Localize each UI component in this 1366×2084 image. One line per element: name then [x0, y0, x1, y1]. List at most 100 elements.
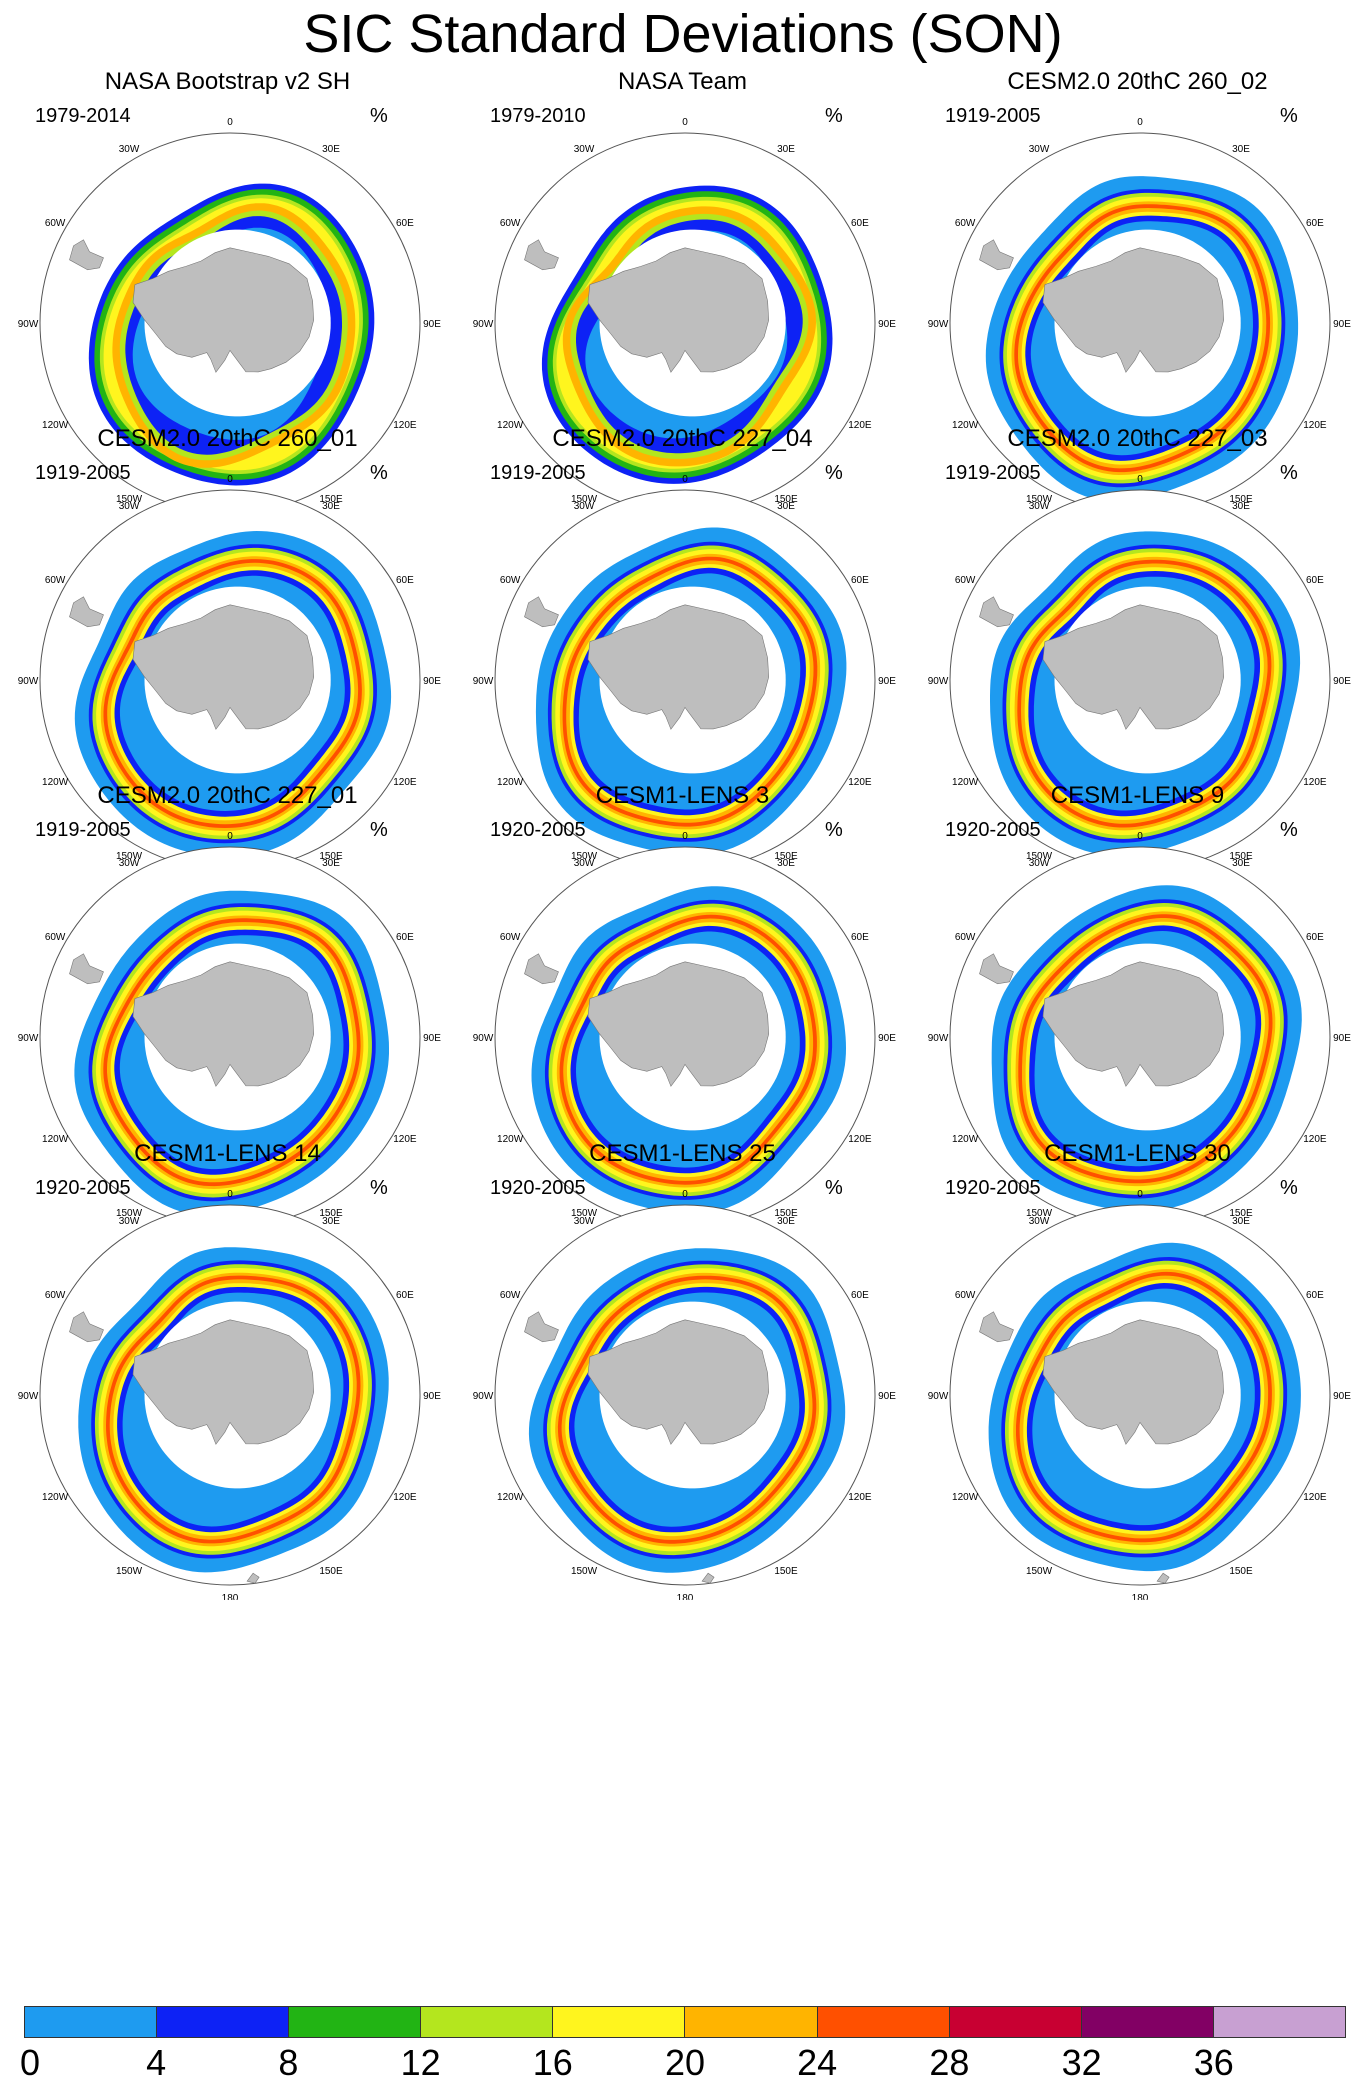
panel-units: % [370, 1177, 388, 1199]
antarctica-landmass [132, 247, 315, 373]
panel-units: % [1280, 819, 1298, 841]
longitude-label: 0 [682, 474, 688, 485]
longitude-label: 0 [682, 117, 688, 128]
panel-title: CESM1-LENS 25 [589, 1140, 776, 1167]
longitude-label: 150W [1026, 1566, 1053, 1577]
longitude-label: 30W [119, 1216, 140, 1227]
longitude-label: 60E [1306, 575, 1324, 586]
longitude-label: 120W [952, 777, 979, 788]
antarctica-landmass [1042, 1319, 1225, 1445]
longitude-label: 90E [423, 1033, 441, 1044]
map-panel: NASA Bootstrap v2 SH 1979-2014% 0 30E 60E 90E… [0, 68, 455, 544]
longitude-label: 180 [222, 1593, 239, 1600]
longitude-label: 150W [116, 1208, 143, 1219]
longitude-label: 120E [848, 420, 872, 431]
longitude-label: 120W [42, 1492, 69, 1503]
colorbar-label: 32 [1061, 2042, 1102, 2083]
colorbar-segment [684, 2007, 817, 2037]
longitude-label: 120E [848, 777, 872, 788]
longitude-label: 60W [955, 1290, 976, 1301]
map-panel: CESM1-LENS 14 1920-2005% 0 30E 60E 90E 120E 150… [0, 1140, 455, 1616]
longitude-label: 120E [393, 1134, 417, 1145]
longitude-label: 150W [571, 1208, 598, 1219]
longitude-label: 120E [1303, 1134, 1327, 1145]
panel-years: 1920-2005 [945, 819, 1041, 841]
longitude-label: 90E [423, 1391, 441, 1402]
longitude-label: 60W [45, 575, 66, 586]
longitude-label: 120W [42, 777, 69, 788]
longitude-label: 90W [18, 1033, 39, 1044]
antarctica-landmass [587, 961, 770, 1087]
panel-years: 1919-2005 [35, 819, 131, 841]
panel-units: % [825, 105, 843, 127]
colorbar-label: 4 [146, 2042, 167, 2083]
map-panel: CESM2.0 20thC 227_04 1919-2005% 0 30E 60E 90E… [455, 425, 910, 901]
longitude-label: 30E [322, 858, 340, 869]
colorbar-label: 28 [929, 2042, 970, 2083]
longitude-label: 60E [1306, 1290, 1324, 1301]
longitude-label: 60E [1306, 218, 1324, 229]
longitude-label: 30W [1029, 144, 1050, 155]
longitude-label: 120E [393, 420, 417, 431]
new-zealand-landmass [1156, 1572, 1170, 1584]
longitude-label: 90E [878, 1391, 896, 1402]
south-america-landmass [979, 1311, 1014, 1343]
colorbar-label: 0 [19, 2042, 41, 2083]
map-panel: CESM2.0 20thC 227_01 1919-2005% 0 30E 60E 90E… [0, 782, 455, 1258]
panel-years: 1920-2005 [490, 1177, 586, 1199]
longitude-label: 90E [1333, 1391, 1351, 1402]
longitude-label: 90E [878, 319, 896, 330]
longitude-label: 60W [955, 932, 976, 943]
longitude-label: 30E [1232, 501, 1250, 512]
longitude-label: 60E [396, 575, 414, 586]
longitude-label: 120E [1303, 420, 1327, 431]
antarctica-landmass [1042, 961, 1225, 1087]
longitude-label: 60W [45, 1290, 66, 1301]
longitude-label: 150E [319, 1566, 343, 1577]
colorbar-segment [420, 2007, 553, 2037]
longitude-label: 120W [952, 420, 979, 431]
longitude-label: 30W [119, 858, 140, 869]
longitude-label: 90W [18, 319, 39, 330]
longitude-label: 150E [1229, 494, 1253, 505]
longitude-label: 30E [1232, 858, 1250, 869]
antarctica-landmass [1042, 604, 1225, 730]
longitude-label: 150E [1229, 851, 1253, 862]
colorbar-segment [288, 2007, 421, 2037]
longitude-label: 120E [393, 777, 417, 788]
panel-title: CESM2.0 20thC 227_04 [552, 425, 813, 452]
longitude-label: 90W [473, 1391, 494, 1402]
longitude-label: 150W [1026, 1208, 1053, 1219]
longitude-label: 30E [1232, 144, 1250, 155]
longitude-label: 120W [952, 1134, 979, 1145]
panel-units: % [825, 1177, 843, 1199]
panel-units: % [1280, 105, 1298, 127]
panel-title: CESM1-LENS 30 [1044, 1140, 1231, 1167]
colorbar-label: 16 [532, 2042, 573, 2083]
colorbar-segment [25, 2007, 157, 2037]
colorbar-labels: 0 4 8 12 16 20 24 28 32 36 [0, 2044, 1366, 2084]
longitude-label: 30E [777, 144, 795, 155]
longitude-label: 150W [571, 851, 598, 862]
longitude-label: 0 [1137, 474, 1143, 485]
map-panel: CESM2.0 20thC 260_02 1919-2005% 0 30E 60E 90E… [910, 68, 1365, 544]
map-panel: CESM1-LENS 25 1920-2005% 0 30E 60E 90E 120E 150… [455, 1140, 910, 1616]
longitude-label: 120E [1303, 777, 1327, 788]
longitude-label: 150W [571, 494, 598, 505]
longitude-label: 30E [777, 501, 795, 512]
longitude-label: 90E [1333, 1033, 1351, 1044]
longitude-label: 90W [18, 676, 39, 687]
longitude-label: 60W [500, 575, 521, 586]
longitude-label: 90E [423, 676, 441, 687]
longitude-label: 150E [319, 851, 343, 862]
map-panel: CESM2.0 20thC 260_01 1919-2005% 0 30E 60E 90E… [0, 425, 455, 901]
map-panel: CESM1-LENS 9 1920-2005% 0 30E 60E 90E 120E 150E… [910, 782, 1365, 1258]
longitude-label: 120E [1303, 1492, 1327, 1503]
south-america-landmass [524, 239, 559, 271]
longitude-label: 30E [777, 858, 795, 869]
longitude-label: 90E [1333, 676, 1351, 687]
panel-title: CESM2.0 20thC 227_01 [97, 782, 358, 809]
